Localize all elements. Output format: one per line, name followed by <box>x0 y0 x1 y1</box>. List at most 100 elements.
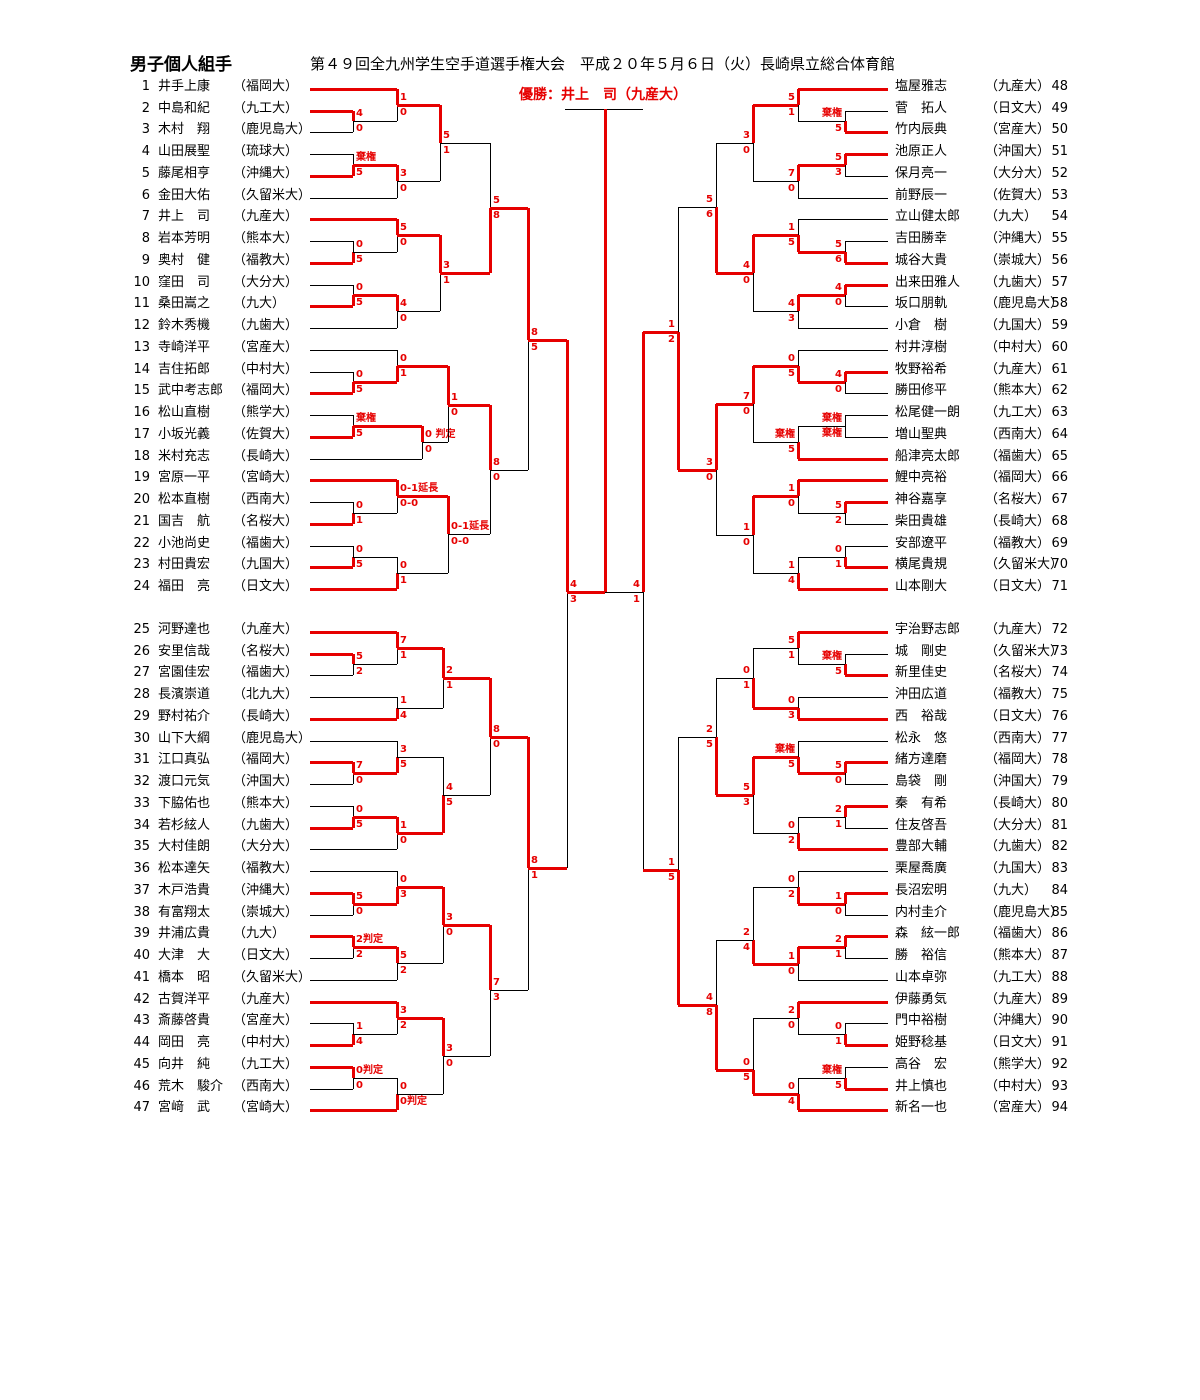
player-university: （福岡大） <box>233 752 299 767</box>
bracket-line <box>845 284 888 287</box>
bracket-line <box>353 772 397 775</box>
player-number: 14 <box>133 362 150 377</box>
player-number: 88 <box>1051 970 1068 985</box>
bracket-line <box>528 867 567 870</box>
bracket-line <box>310 675 353 676</box>
match-score: 3 <box>706 457 713 468</box>
match-score: 0 <box>400 353 407 364</box>
match-score: 8 <box>531 855 538 866</box>
bracket-line <box>716 535 753 536</box>
player-name: 安部遼平 <box>895 536 948 551</box>
player-university: （沖縄大） <box>233 166 299 181</box>
bracket-line <box>310 697 397 698</box>
bracket-line <box>798 1034 845 1035</box>
player-university: （久留米大） <box>233 970 312 985</box>
player-name: 菅 拓人 <box>895 101 948 116</box>
match-score: 3 <box>400 889 407 900</box>
bracket-line <box>845 546 846 557</box>
player-number: 45 <box>133 1057 150 1072</box>
bracket-line <box>352 111 355 121</box>
player-number: 28 <box>133 687 150 702</box>
match-score: 0 <box>446 1058 453 1069</box>
match-score: 0 <box>743 537 750 548</box>
player-number: 39 <box>133 926 150 941</box>
bracket-line <box>798 871 799 887</box>
bracket-line <box>396 1094 399 1110</box>
player-university: （西南大） <box>233 1079 299 1094</box>
bracket-line <box>678 1004 716 1007</box>
player-number: 19 <box>133 470 150 485</box>
player-name: 増山聖典 <box>895 427 948 442</box>
match-score: 5 <box>356 559 363 570</box>
player-number: 85 <box>1051 905 1068 920</box>
player-number: 67 <box>1051 492 1068 507</box>
match-score: 2 <box>400 1020 407 1031</box>
match-score: 棄権 <box>822 428 842 439</box>
bracket-line <box>798 741 888 742</box>
bracket-line <box>352 252 355 263</box>
bracket-line <box>753 648 754 678</box>
bracket-line <box>752 366 755 404</box>
player-number: 34 <box>133 818 150 833</box>
match-score: 4 <box>835 369 842 380</box>
match-score: 8 <box>706 1007 713 1018</box>
match-score: 5 <box>706 739 713 750</box>
player-university: （名桜大） <box>985 492 1051 507</box>
player-university: （沖国大） <box>233 774 299 789</box>
player-number: 59 <box>1051 318 1068 333</box>
bracket-line <box>396 708 399 719</box>
player-university: （中村大） <box>985 340 1051 355</box>
bracket-line <box>845 892 888 895</box>
match-score: 0 <box>451 407 458 418</box>
bracket-line <box>310 175 353 178</box>
match-score: 0判定 <box>356 1065 383 1076</box>
bracket-line <box>845 784 888 785</box>
bracket-line <box>642 332 645 592</box>
player-name: 森 絃一郎 <box>895 926 961 941</box>
match-score: 1 <box>835 891 842 902</box>
bracket-line <box>753 963 798 966</box>
bracket-line <box>396 480 399 496</box>
match-score: 0 <box>788 498 795 509</box>
bracket-line <box>845 262 888 265</box>
match-score: 4 <box>570 579 577 590</box>
bracket-line <box>489 925 492 990</box>
match-score: 1 <box>743 522 750 533</box>
match-score: 5 <box>356 651 363 662</box>
bracket-line <box>310 653 353 656</box>
bracket-line <box>798 311 799 328</box>
bracket-line <box>844 557 847 567</box>
bracket-line <box>844 1034 847 1045</box>
player-university: （西南大） <box>985 731 1051 746</box>
player-number: 93 <box>1051 1079 1068 1094</box>
bracket-line <box>715 737 718 795</box>
bracket-line <box>643 592 644 870</box>
player-number: 6 <box>141 188 150 203</box>
bracket-line <box>845 817 846 828</box>
bracket-line <box>845 546 888 547</box>
player-university: （福教大） <box>233 861 299 876</box>
match-score: 0 <box>788 966 795 977</box>
player-name: 大津 大 <box>158 948 211 963</box>
player-university: （九国大） <box>985 318 1051 333</box>
bracket-line <box>798 697 888 698</box>
player-name: 村井淳樹 <box>895 340 948 355</box>
player-name: 坂口朋軌 <box>895 296 948 311</box>
match-score: 3 <box>493 992 500 1003</box>
bracket-line <box>310 806 353 807</box>
player-name: 鈴木秀機 <box>158 318 211 333</box>
match-score: 3 <box>788 710 795 721</box>
match-score: 棄権 <box>822 1065 842 1076</box>
player-university: （福歯大） <box>985 449 1051 464</box>
match-score: 0 <box>400 560 407 571</box>
player-name: 門中裕樹 <box>895 1013 948 1028</box>
match-score: 5 <box>788 368 795 379</box>
bracket-line <box>310 285 353 286</box>
match-score: 1 <box>451 392 458 403</box>
player-university: （宮崎大） <box>233 470 299 485</box>
player-name: 国吉 航 <box>158 514 211 529</box>
bracket-line <box>753 795 754 833</box>
player-number: 64 <box>1051 427 1068 442</box>
player-university: （長崎大） <box>985 796 1051 811</box>
player-number: 33 <box>133 796 150 811</box>
